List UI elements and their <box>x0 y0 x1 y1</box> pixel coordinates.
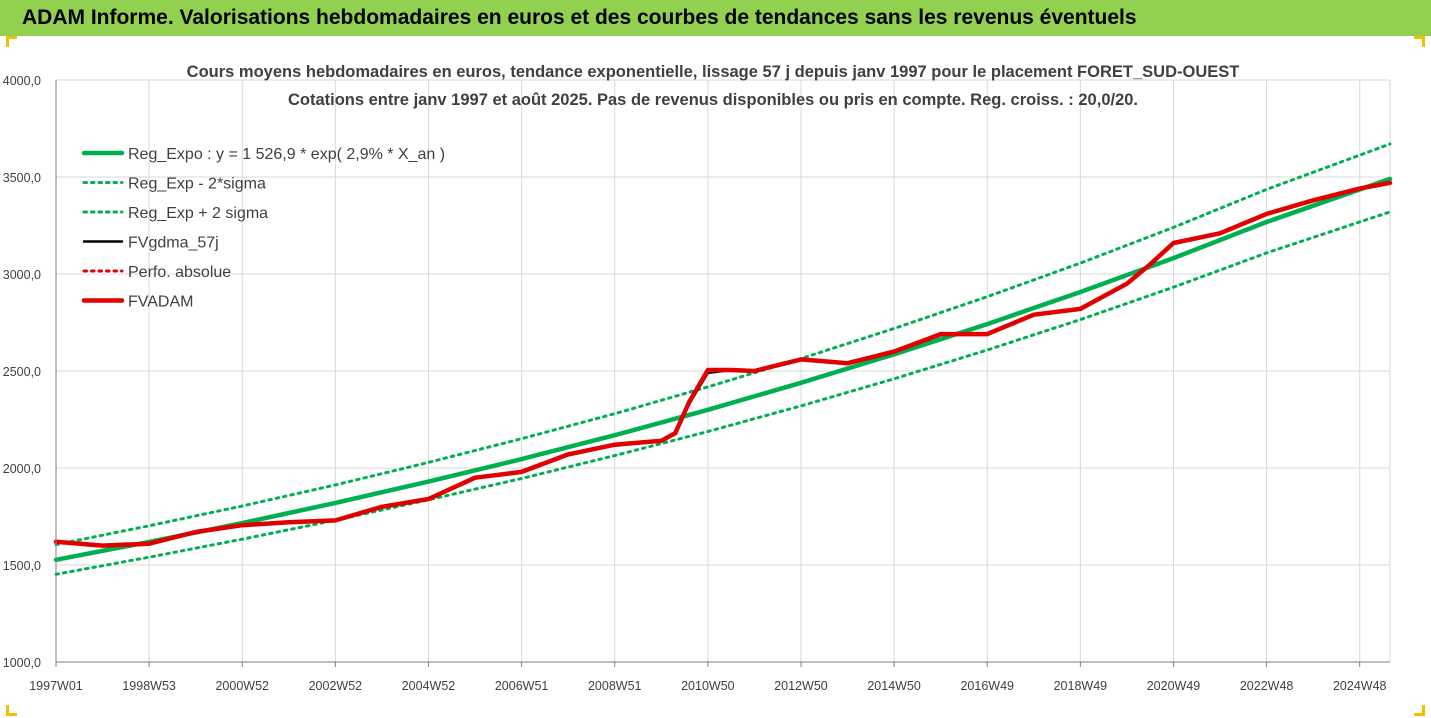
legend: Reg_Expo : y = 1 526,9 * exp( 2,9% * X_a… <box>81 146 445 311</box>
x-tick-label: 1998W53 <box>122 679 176 693</box>
y-tick-label: 1500,0 <box>3 559 41 573</box>
series-line-5 <box>53 180 1393 548</box>
series-line-2 <box>54 142 1392 547</box>
legend-label: FVgdma_57j <box>128 235 219 252</box>
corner-marker <box>1414 705 1425 716</box>
x-tick-label: 1997W01 <box>29 679 83 693</box>
chart-title: Cours moyens hebdomadaires en euros, ten… <box>187 63 1240 81</box>
chart-area: 1000,0 1500,0 2000,0 2500,0 3000,0 3500,0 4000… <box>3 63 1393 693</box>
x-tick-label: 2024W48 <box>1333 679 1387 693</box>
legend-label: Perfo. absolue <box>128 264 231 281</box>
y-tick-label: 4000,0 <box>3 74 41 88</box>
x-tick-label: 2010W50 <box>681 679 735 693</box>
axes: 1000,0 1500,0 2000,0 2500,0 3000,0 3500,0 4000… <box>3 74 1390 693</box>
y-tick-label: 2500,0 <box>3 365 41 379</box>
corner-marker <box>6 705 17 716</box>
gridlines <box>55 79 1391 663</box>
series-line-3 <box>54 181 1392 547</box>
x-tick-label: 2022W48 <box>1240 679 1294 693</box>
y-tick-label: 1000,0 <box>3 656 41 670</box>
x-tick-label: 2000W52 <box>215 679 269 693</box>
report-banner-title: ADAM Informe. Valorisations hebdomadaire… <box>22 6 1137 29</box>
x-tick-label: 2020W49 <box>1147 679 1201 693</box>
y-tick-label: 2000,0 <box>3 462 41 476</box>
x-tick-label: 2008W51 <box>588 679 642 693</box>
series-line-1 <box>54 210 1392 576</box>
series-layer <box>53 142 1393 576</box>
x-tick-label: 2014W50 <box>867 679 921 693</box>
report-banner: ADAM Informe. Valorisations hebdomadaire… <box>0 0 1431 36</box>
legend-label: Reg_Exp - 2*sigma <box>128 176 266 193</box>
y-tick-label: 3500,0 <box>3 171 41 185</box>
y-tick-label: 3000,0 <box>3 268 41 282</box>
legend-label: FVADAM <box>128 294 193 311</box>
x-tick-label: 2012W50 <box>774 679 828 693</box>
x-tick-label: 2004W52 <box>402 679 456 693</box>
x-tick-label: 2006W51 <box>495 679 549 693</box>
legend-label: Reg_Exp + 2 sigma <box>128 205 268 222</box>
x-tick-label: 2002W52 <box>309 679 363 693</box>
corner-marker <box>6 36 17 47</box>
corner-marker <box>1414 36 1425 47</box>
x-tick-label: 2016W49 <box>960 679 1014 693</box>
legend-label: Reg_Expo : y = 1 526,9 * exp( 2,9% * X_a… <box>128 146 445 163</box>
x-tick-label: 2018W49 <box>1054 679 1108 693</box>
chart-subtitle: Cotations entre janv 1997 et août 2025. … <box>288 91 1138 109</box>
